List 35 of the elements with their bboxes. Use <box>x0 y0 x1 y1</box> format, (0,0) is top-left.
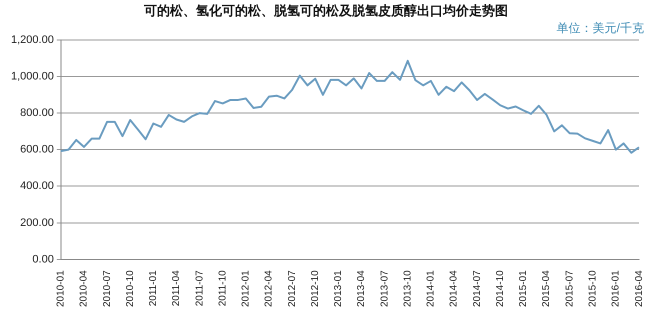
x-tick-label: 2012-07 <box>286 270 298 308</box>
x-tick-label: 2014-07 <box>472 270 483 308</box>
y-tick-label: 0.00 <box>32 253 54 266</box>
x-tick-label: 2013-01 <box>333 270 344 308</box>
y-tick-label: 200.00 <box>20 216 54 229</box>
x-tick-label: 2014-04 <box>448 270 460 308</box>
x-tick-label: 2014-10 <box>494 270 506 308</box>
y-tick-label: 600.00 <box>20 144 54 156</box>
y-tick-label: 400.00 <box>20 180 54 192</box>
x-tick-label: 2011-07 <box>194 270 206 306</box>
y-tick-label: 1,200.00 <box>10 34 54 46</box>
y-tick-label: 800.00 <box>20 107 54 120</box>
x-tick-label: 2016-01 <box>610 270 622 308</box>
x-tick-label: 2012-10 <box>310 270 321 308</box>
x-tick-label: 2013-07 <box>379 270 390 308</box>
x-tick-label: 2014-01 <box>426 270 437 308</box>
x-tick-label: 2012-01 <box>240 270 252 308</box>
x-tick-label: 2010-07 <box>102 270 113 308</box>
x-tick-label: 2013-10 <box>402 270 414 308</box>
x-tick-label: 2013-04 <box>356 270 368 308</box>
x-tick-label: 2015-10 <box>587 270 598 308</box>
x-tick-label: 2010-04 <box>78 270 90 308</box>
x-tick-label: 2015-07 <box>564 270 576 308</box>
x-tick-label: 2011-10 <box>217 270 228 306</box>
x-tick-label: 2010-01 <box>56 270 67 308</box>
x-tick-label: 2011-04 <box>171 270 182 306</box>
x-tick-label: 2015-04 <box>541 270 552 308</box>
y-tick-label: 1,000.00 <box>10 70 54 83</box>
x-tick-label: 2016-04 <box>634 270 645 308</box>
x-tick-label: 2015-01 <box>518 270 530 308</box>
x-tick-label: 2010-10 <box>124 270 136 308</box>
x-tick-label: 2012-04 <box>264 270 275 308</box>
chart-title: 可的松、氢化可的松、脱氢可的松及脱氢皮质醇出口均价走势图 <box>143 3 508 20</box>
chart-subtitle: 单位：美元/千克 <box>556 21 644 36</box>
x-tick-label: 2011-01 <box>148 270 160 306</box>
